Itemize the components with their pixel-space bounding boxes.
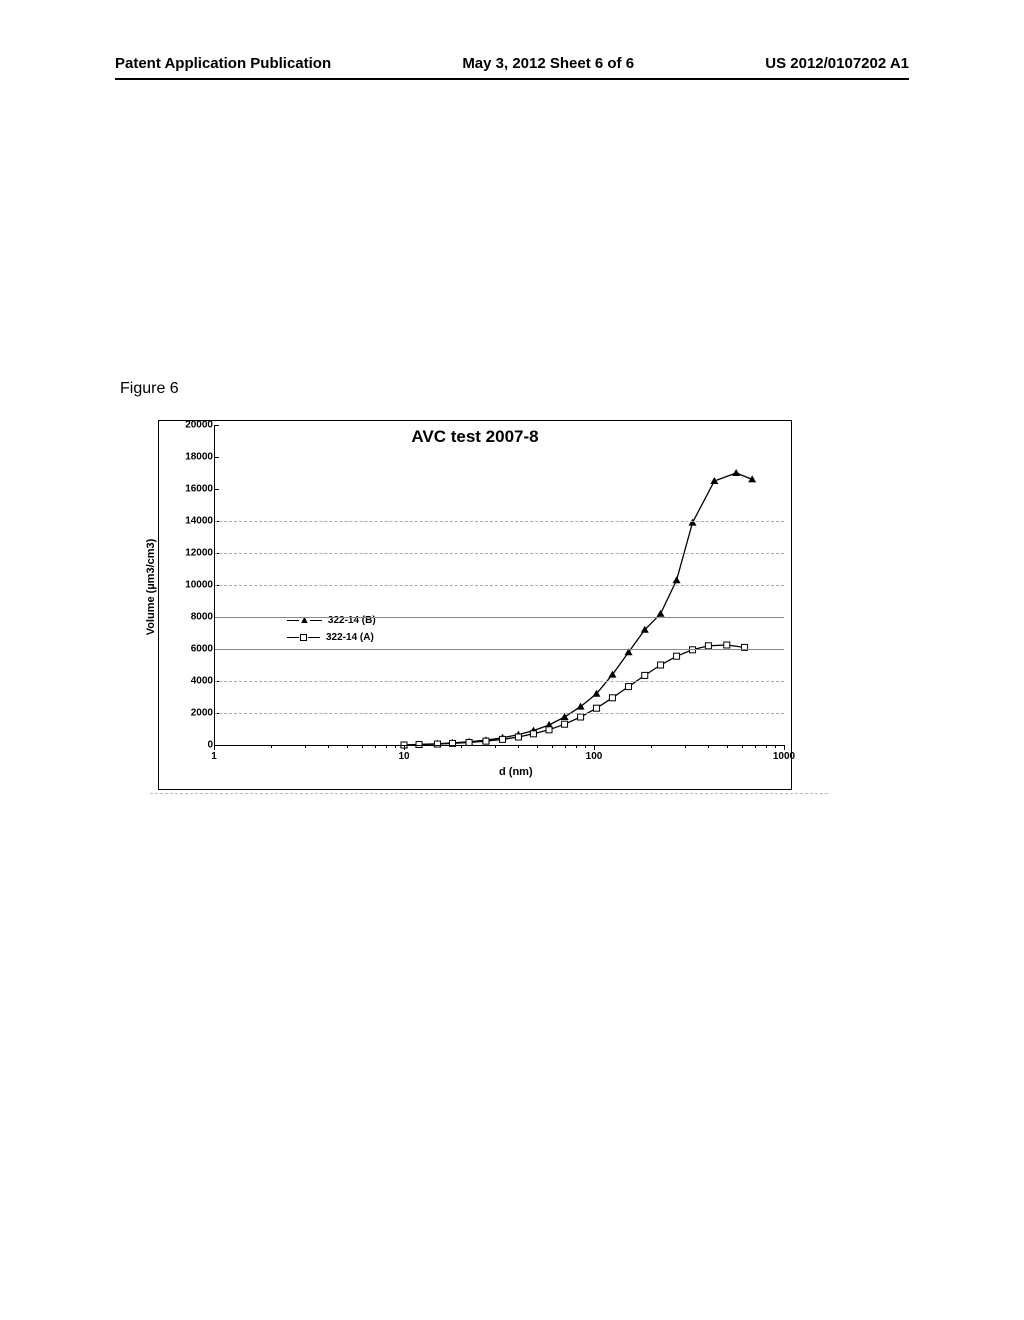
y-tick-label: 6000 [173, 644, 213, 655]
y-tick-label: 2000 [173, 708, 213, 719]
x-axis [214, 745, 784, 746]
x-tick [784, 745, 785, 750]
y-tick-label: 14000 [173, 516, 213, 527]
bottom-dashed-line [150, 793, 828, 794]
header-center: May 3, 2012 Sheet 6 of 6 [462, 55, 634, 72]
y-tick-label: 20000 [173, 420, 213, 431]
x-tick-label: 1 [211, 751, 217, 762]
gridline [214, 649, 784, 650]
y-tick-label: 12000 [173, 548, 213, 559]
header-divider [115, 78, 909, 80]
y-axis [214, 425, 215, 745]
y-tick-label: 18000 [173, 452, 213, 463]
y-tick-label: 10000 [173, 580, 213, 591]
y-tick-label: 4000 [173, 676, 213, 687]
header-right: US 2012/0107202 A1 [765, 55, 909, 72]
header-left: Patent Application Publication [115, 55, 331, 72]
y-tick-label: 0 [173, 740, 213, 751]
chart-container: AVC test 2007-8 Volume (µm3/cm3) d (nm) … [158, 420, 792, 790]
gridline [214, 585, 784, 586]
gridline [214, 713, 784, 714]
x-tick-label: 10 [398, 751, 409, 762]
gridline [214, 553, 784, 554]
x-tick-label: 1000 [773, 751, 795, 762]
y-tick-label: 16000 [173, 484, 213, 495]
gridline [214, 521, 784, 522]
x-tick-label: 100 [586, 751, 603, 762]
gridline [214, 617, 784, 618]
gridline [214, 681, 784, 682]
figure-label: Figure 6 [120, 380, 179, 398]
x-axis-label: d (nm) [499, 766, 533, 778]
y-tick-label: 8000 [173, 612, 213, 623]
y-axis-label: Volume (µm3/cm3) [145, 539, 157, 636]
